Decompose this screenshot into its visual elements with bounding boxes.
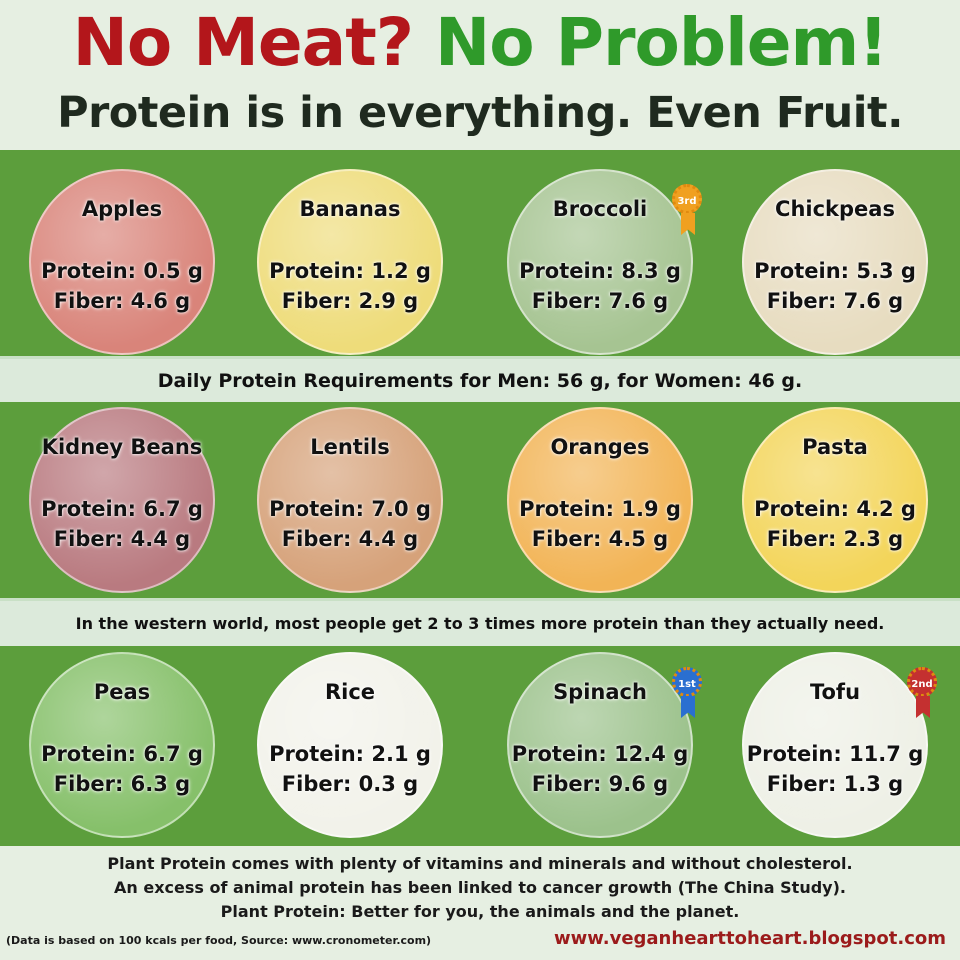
food-fiber: Fiber: 0.3 g xyxy=(281,772,419,796)
food-name: Oranges xyxy=(550,435,650,459)
rank-ribbon-icon: 2nd xyxy=(907,667,937,697)
food-fiber: Fiber: 4.4 g xyxy=(53,527,191,551)
food-circle-tofu: Tofu Protein: 11.7 g Fiber: 1.3 g xyxy=(742,652,928,838)
food-fiber: Fiber: 4.5 g xyxy=(531,527,669,551)
food-protein: Protein: 7.0 g xyxy=(269,497,431,521)
western-world-strip: In the western world, most people get 2 … xyxy=(0,598,960,646)
food-protein: Protein: 5.3 g xyxy=(754,259,916,283)
food-name: Pasta xyxy=(802,435,868,459)
footer-line: Plant Protein: Better for you, the anima… xyxy=(220,902,740,921)
food-protein: Protein: 12.4 g xyxy=(511,742,689,766)
food-fiber: Fiber: 4.4 g xyxy=(281,527,419,551)
subtitle: Protein is in everything. Even Fruit. xyxy=(57,88,903,138)
food-circle-peas: Peas Protein: 6.7 g Fiber: 6.3 g xyxy=(29,652,215,838)
food-name: Spinach xyxy=(553,680,647,704)
food-circle-chickpeas: Chickpeas Protein: 5.3 g Fiber: 7.6 g xyxy=(742,169,928,355)
food-fiber: Fiber: 1.3 g xyxy=(766,772,904,796)
food-fiber: Fiber: 9.6 g xyxy=(531,772,669,796)
food-circle-pasta: Pasta Protein: 4.2 g Fiber: 2.3 g xyxy=(742,407,928,593)
food-circle-apples: Apples Protein: 0.5 g Fiber: 4.6 g xyxy=(29,169,215,355)
food-circle-broccoli: Broccoli Protein: 8.3 g Fiber: 7.6 g xyxy=(507,169,693,355)
food-circle-spinach: Spinach Protein: 12.4 g Fiber: 9.6 g xyxy=(507,652,693,838)
food-name: Bananas xyxy=(299,197,401,221)
food-protein: Protein: 0.5 g xyxy=(41,259,203,283)
food-circle-oranges: Oranges Protein: 1.9 g Fiber: 4.5 g xyxy=(507,407,693,593)
food-fiber: Fiber: 7.6 g xyxy=(531,289,669,313)
protein-requirements-strip: Daily Protein Requirements for Men: 56 g… xyxy=(0,356,960,402)
food-name: Broccoli xyxy=(552,197,648,221)
rank-ribbon-icon: 1st xyxy=(672,667,702,697)
footer-text: Plant Protein comes with plenty of vitam… xyxy=(0,852,960,924)
food-fiber: Fiber: 7.6 g xyxy=(766,289,904,313)
food-circle-lentils: Lentils Protein: 7.0 g Fiber: 4.4 g xyxy=(257,407,443,593)
food-circle-kidney-beans: Kidney Beans Protein: 6.7 g Fiber: 4.4 g xyxy=(29,407,215,593)
food-protein: Protein: 6.7 g xyxy=(41,497,203,521)
headline-part2: No Problem! xyxy=(435,4,888,81)
food-protein: Protein: 1.9 g xyxy=(519,497,681,521)
food-protein: Protein: 2.1 g xyxy=(269,742,431,766)
food-protein: Protein: 6.7 g xyxy=(41,742,203,766)
footer-line: An excess of animal protein has been lin… xyxy=(114,878,846,897)
food-name: Tofu xyxy=(809,680,861,704)
rank-ribbon-icon: 3rd xyxy=(672,184,702,214)
food-fiber: Fiber: 2.9 g xyxy=(281,289,419,313)
food-fiber: Fiber: 6.3 g xyxy=(53,772,191,796)
food-protein: Protein: 4.2 g xyxy=(754,497,916,521)
food-circle-rice: Rice Protein: 2.1 g Fiber: 0.3 g xyxy=(257,652,443,838)
footer-line: Plant Protein comes with plenty of vitam… xyxy=(107,854,853,873)
source-note: (Data is based on 100 kcals per food, So… xyxy=(6,934,432,947)
food-protein: Protein: 11.7 g xyxy=(746,742,924,766)
food-name: Apples xyxy=(81,197,163,221)
food-protein: Protein: 1.2 g xyxy=(269,259,431,283)
headline-part1: No Meat? xyxy=(72,4,414,81)
website-link[interactable]: www.veganhearttoheart.blogspot.com xyxy=(554,928,946,949)
food-name: Peas xyxy=(93,680,151,704)
food-name: Kidney Beans xyxy=(41,435,203,459)
food-name: Chickpeas xyxy=(775,197,895,221)
food-fiber: Fiber: 4.6 g xyxy=(53,289,191,313)
headline: No Meat? No Problem! xyxy=(0,4,960,81)
food-fiber: Fiber: 2.3 g xyxy=(766,527,904,551)
food-name: Lentils xyxy=(310,435,390,459)
food-protein: Protein: 8.3 g xyxy=(519,259,681,283)
food-circle-bananas: Bananas Protein: 1.2 g Fiber: 2.9 g xyxy=(257,169,443,355)
food-name: Rice xyxy=(324,680,376,704)
